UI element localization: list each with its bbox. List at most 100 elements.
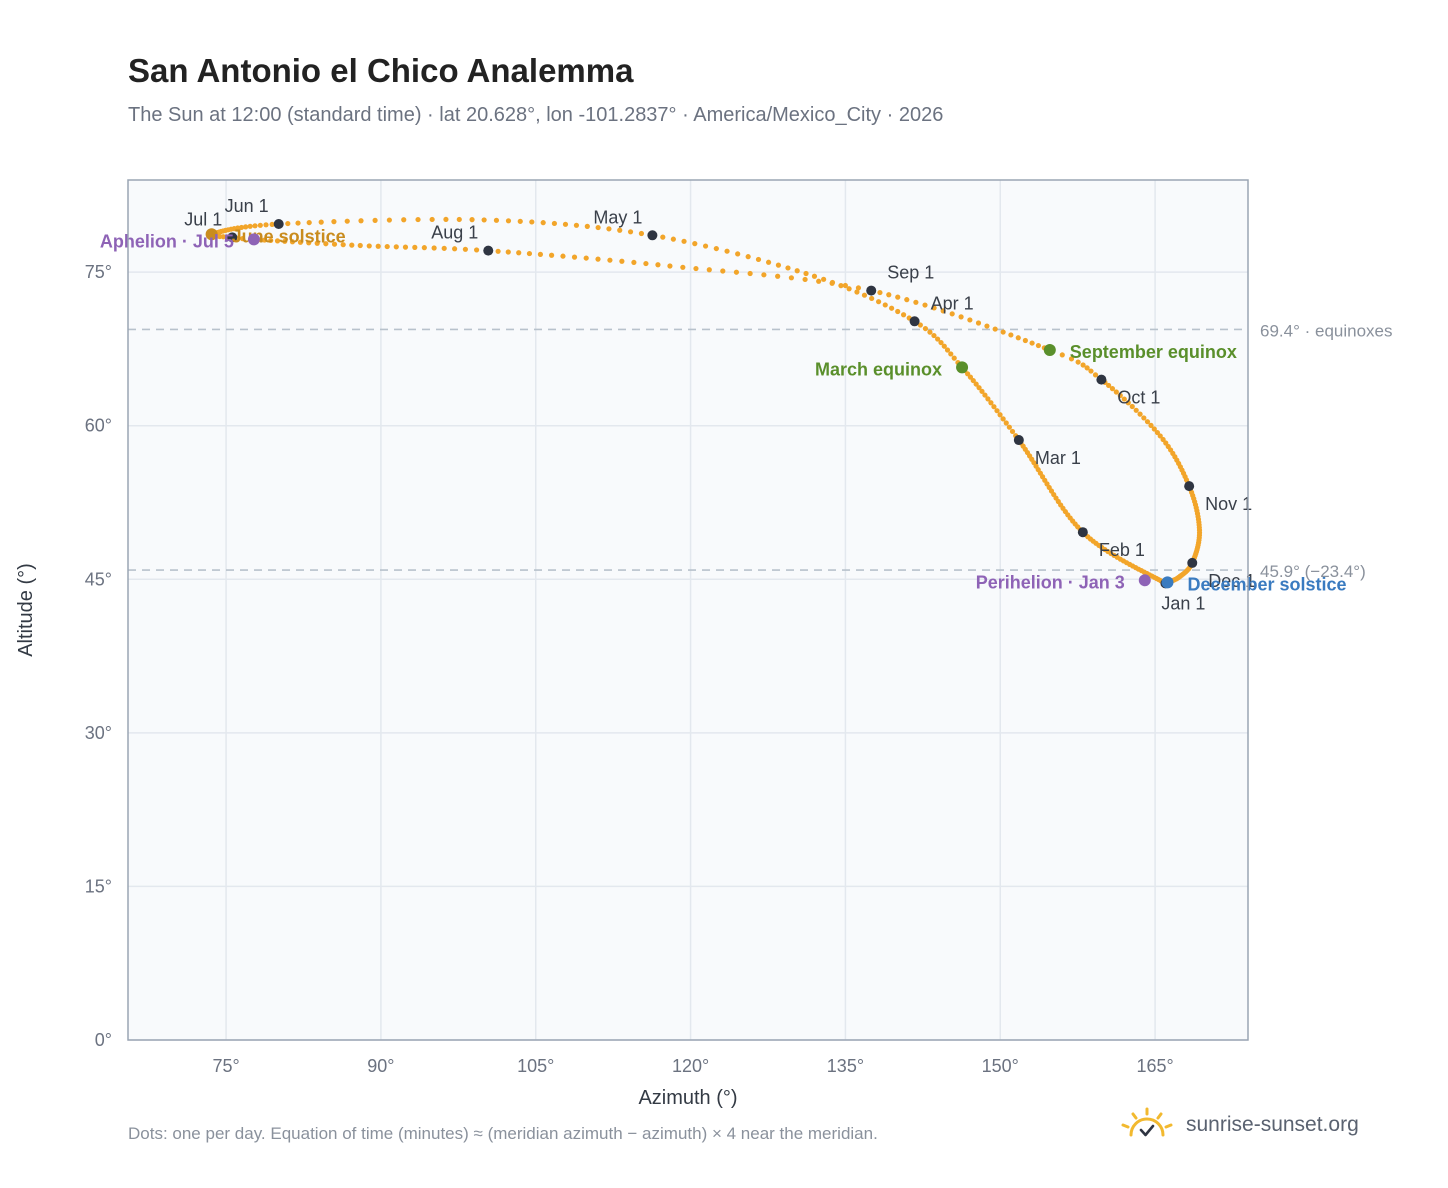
day-dot [583, 255, 589, 261]
day-dot [366, 243, 372, 249]
day-dot [1059, 352, 1065, 358]
month-label: Jul 1 [184, 209, 222, 229]
day-dot [505, 218, 512, 224]
day-dot [984, 323, 990, 329]
day-dot [660, 234, 666, 240]
day-dot [761, 272, 767, 278]
x-tick-label: 135° [827, 1056, 864, 1076]
plot-area [128, 180, 1248, 1040]
month-label: Jan 1 [1161, 593, 1205, 613]
day-dot [505, 249, 511, 255]
event-label: Aphelion · Jul 5 [100, 231, 234, 251]
day-dot [1154, 429, 1160, 436]
x-tick-label: 120° [672, 1056, 709, 1076]
day-dot [976, 385, 982, 391]
day-dot [1106, 382, 1112, 389]
day-dot [922, 325, 929, 332]
day-dot [274, 238, 281, 244]
day-dot [979, 388, 985, 394]
day-dot [745, 254, 751, 260]
month-dot [1013, 435, 1024, 446]
day-dot [949, 311, 955, 317]
day-dot [706, 267, 712, 273]
event-label: March equinox [815, 359, 942, 379]
day-dot [655, 262, 661, 268]
day-dot [393, 244, 399, 250]
day-dot [900, 312, 907, 318]
day-dot [239, 236, 246, 242]
day-dot [401, 217, 407, 223]
month-label: Oct 1 [1117, 388, 1160, 408]
day-dot [282, 238, 288, 244]
month-label: May 1 [593, 207, 642, 227]
day-dot [516, 250, 522, 256]
x-axis-label: Azimuth (°) [638, 1087, 737, 1109]
day-dot [997, 412, 1003, 418]
day-dot [1137, 411, 1143, 417]
day-dot [927, 329, 933, 335]
day-dot [340, 242, 346, 248]
brand-logo[interactable]: sunrise-sunset.org [1120, 1100, 1359, 1150]
month-label: Sep 1 [887, 263, 934, 283]
day-dot [331, 241, 338, 247]
day-dot [913, 299, 919, 305]
event-dot [1138, 574, 1151, 587]
day-dot [935, 336, 941, 342]
x-tick-label: 105° [517, 1056, 554, 1076]
day-dot [877, 289, 883, 296]
day-dot [469, 217, 475, 223]
day-dot [854, 289, 860, 295]
day-dot [384, 243, 390, 250]
day-dot [951, 355, 957, 361]
day-dot [573, 222, 580, 228]
day-dot [1088, 368, 1094, 374]
day-dot [412, 244, 418, 250]
day-dot [344, 218, 350, 224]
event-label: December solstice [1187, 574, 1346, 594]
sun-logo-icon [1121, 1107, 1173, 1137]
day-dot [1000, 416, 1006, 422]
day-dot [775, 262, 782, 268]
day-dot [785, 265, 791, 271]
day-dot [973, 381, 979, 387]
day-dot [1157, 433, 1163, 439]
day-dot [452, 246, 458, 252]
day-dot [1015, 335, 1021, 341]
day-dot [247, 223, 253, 229]
month-dot [909, 316, 920, 327]
month-dot [647, 230, 658, 241]
day-dot [1121, 396, 1127, 402]
day-dot [1008, 332, 1014, 338]
day-dot [1003, 420, 1009, 426]
event-dot [247, 233, 260, 246]
day-dot [268, 237, 274, 244]
y-tick-label: 15° [85, 876, 112, 896]
day-dot [724, 248, 730, 254]
day-dot [982, 392, 988, 398]
day-dot [1148, 422, 1154, 428]
day-dot [811, 273, 818, 279]
day-dot [1151, 426, 1157, 432]
day-dot [794, 268, 800, 274]
day-dot [702, 243, 709, 249]
day-dot [429, 216, 435, 223]
day-dot [985, 396, 991, 402]
day-dot [838, 283, 844, 289]
day-dot [747, 270, 753, 277]
day-dot [238, 224, 245, 231]
day-dot [357, 242, 363, 249]
day-dot [638, 230, 645, 237]
day-dot [269, 221, 275, 228]
day-dot [948, 351, 954, 357]
month-dot [1187, 557, 1198, 568]
event-dot [956, 361, 969, 374]
y-tick-label: 45° [85, 569, 112, 589]
event-dot [205, 228, 218, 241]
day-dot [1113, 389, 1119, 395]
day-dot [941, 343, 947, 349]
day-dot [358, 218, 364, 224]
day-dot [692, 241, 698, 247]
day-dot [443, 216, 449, 223]
day-dot [846, 286, 852, 292]
day-dot [975, 320, 982, 326]
